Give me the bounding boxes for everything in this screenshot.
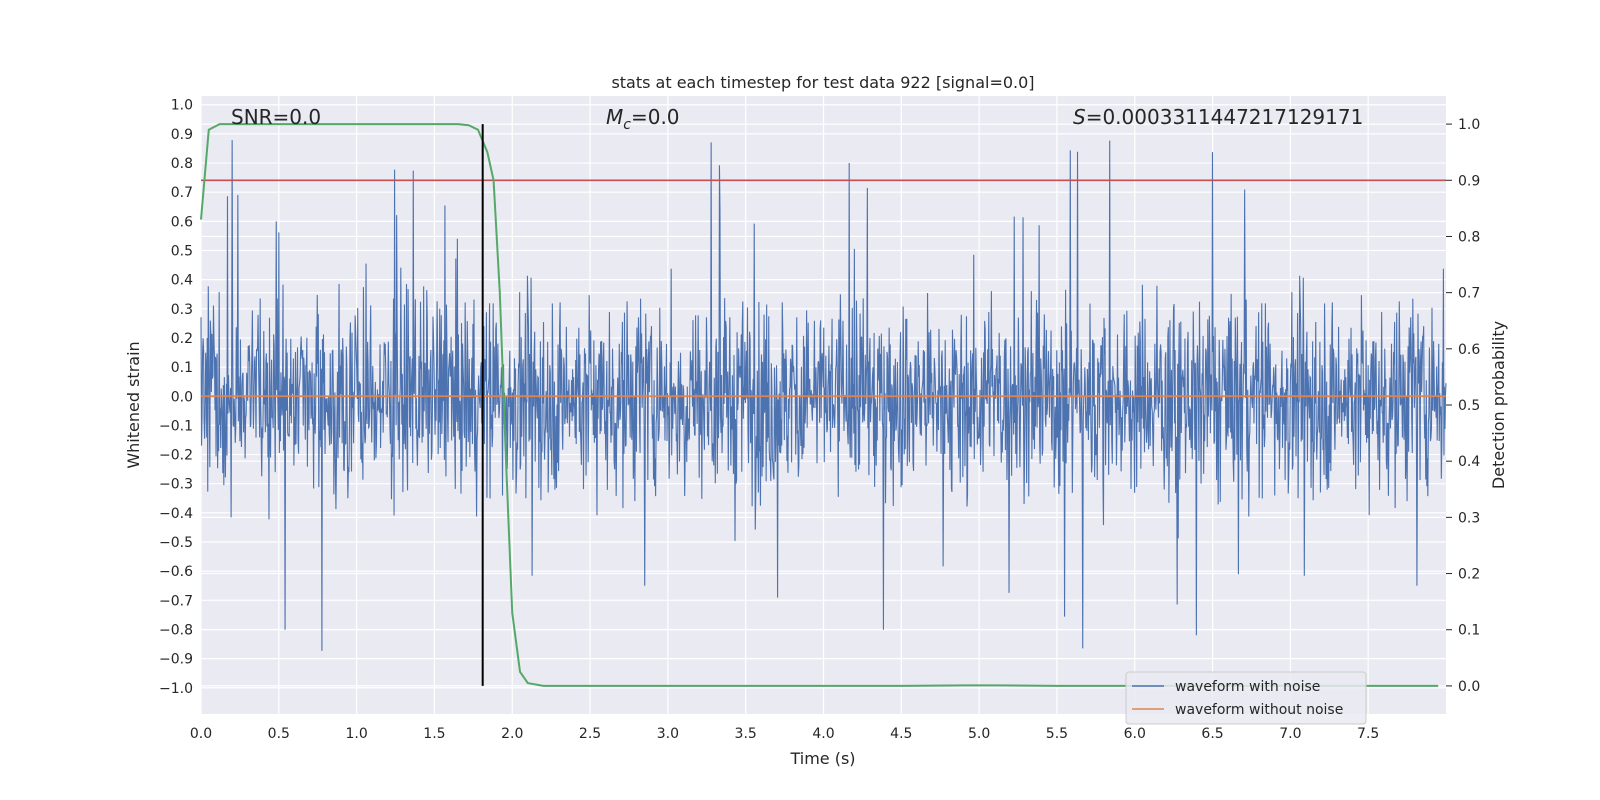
x-tick-label: 7.0 [1279, 726, 1301, 742]
y-left-tick-label: 0.9 [171, 127, 193, 143]
x-tick-label: 1.5 [423, 726, 445, 742]
y-left-tick-label: −0.8 [159, 622, 193, 638]
s-annotation: S=0.0003311447217129171 [1073, 105, 1363, 129]
y-left-tick-label: 0.1 [171, 360, 193, 376]
y-left-tick-label: −1.0 [159, 681, 193, 697]
y-left-tick-label: −0.2 [159, 448, 193, 464]
x-tick-label: 3.5 [735, 726, 757, 742]
y-left-tick-label: 0.5 [171, 244, 193, 260]
s-value: =0.0003311447217129171 [1086, 105, 1364, 129]
y-right-tick-label: 0.0 [1458, 679, 1480, 695]
y-right-tick-label: 0.8 [1458, 229, 1480, 245]
y-left-tick-label: −0.3 [159, 477, 193, 493]
x-axis-label: Time (s) [789, 749, 855, 768]
y-left-tick-label: 0.3 [171, 302, 193, 318]
mc-subscript: c [623, 117, 631, 133]
x-tick-label: 1.0 [345, 726, 367, 742]
x-tick-label: 6.0 [1124, 726, 1146, 742]
x-tick-label: 5.0 [968, 726, 990, 742]
x-tick-label: 0.0 [190, 726, 212, 742]
chart-title: stats at each timestep for test data 922… [611, 73, 1034, 92]
y-right-tick-label: 0.5 [1458, 398, 1480, 414]
y-left-tick-label: −0.5 [159, 535, 193, 551]
x-tick-label: 2.0 [501, 726, 523, 742]
legend-label-clean: waveform without noise [1175, 702, 1343, 718]
x-tick-label: 0.5 [268, 726, 290, 742]
y-right-tick-label: 0.3 [1458, 510, 1480, 526]
y-right-tick-label: 0.2 [1458, 567, 1480, 583]
ticks: 0.0 0.5 1.0 1.5 2.0 2.5 3.0 3.5 4.0 4.5 5.0 5.5 6.0 6… [159, 98, 1480, 742]
x-tick-label: 4.0 [812, 726, 834, 742]
legend-label-noise: waveform with noise [1175, 679, 1320, 695]
x-tick-label: 6.5 [1201, 726, 1223, 742]
y-right-tick-label: 0.4 [1458, 454, 1480, 470]
y-left-tick-label: 0.6 [171, 214, 193, 230]
y-left-tick-label: 0.4 [171, 273, 193, 289]
y-right-tick-label: 0.1 [1458, 623, 1480, 639]
y-right-tick-label: 0.6 [1458, 342, 1480, 358]
x-tick-label: 7.5 [1357, 726, 1379, 742]
y-right-tick-label: 1.0 [1458, 117, 1480, 133]
y-axis-label-left: Whitened strain [124, 341, 143, 468]
x-tick-label: 2.5 [579, 726, 601, 742]
series-waveform-with-noise [200, 140, 1447, 651]
mc-value: =0.0 [631, 105, 680, 129]
mc-annotation: Mc=0.0 [606, 105, 680, 133]
noise-series [200, 140, 1447, 651]
x-tick-label: 5.5 [1046, 726, 1068, 742]
y-right-tick-label: 0.7 [1458, 286, 1480, 302]
series-detection-probability [200, 123, 1439, 687]
y-axis-label-right: Detection probability [1489, 321, 1508, 489]
y-left-tick-label: 1.0 [171, 98, 193, 114]
y-left-tick-label: 0.8 [171, 156, 193, 172]
y-left-tick-label: −0.1 [159, 418, 193, 434]
x-tick-label: 4.5 [890, 726, 912, 742]
mc-symbol: M [606, 105, 623, 129]
snr-annotation: SNR=0.0 [231, 105, 321, 129]
y-left-tick-label: −0.6 [159, 564, 193, 580]
legend: waveform with noise waveform without noi… [1125, 671, 1367, 725]
y-left-tick-label: 0.2 [171, 331, 193, 347]
y-left-tick-label: 0.7 [171, 185, 193, 201]
y-left-tick-label: −0.9 [159, 652, 193, 668]
legend-box [1125, 671, 1367, 725]
y-right-tick-label: 0.9 [1458, 173, 1480, 189]
y-left-tick-label: 0.0 [171, 389, 193, 405]
x-tick-label: 3.0 [657, 726, 679, 742]
y-left-tick-label: −0.4 [159, 506, 193, 522]
line-series [200, 123, 1446, 687]
y-left-tick-label: −0.7 [159, 593, 193, 609]
s-symbol: S [1073, 105, 1086, 129]
